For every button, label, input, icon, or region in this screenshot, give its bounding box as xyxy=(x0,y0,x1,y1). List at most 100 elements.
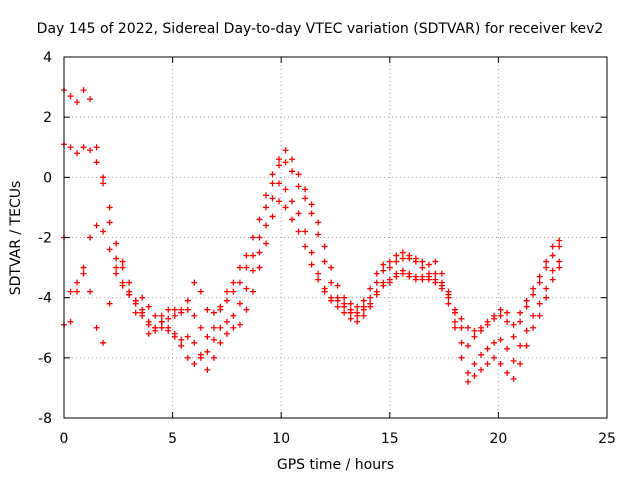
data-point xyxy=(230,324,237,331)
data-point xyxy=(464,369,471,376)
data-point xyxy=(510,321,517,328)
data-point xyxy=(119,264,126,271)
data-point xyxy=(543,258,550,265)
data-point xyxy=(106,246,113,253)
data-point xyxy=(406,255,413,262)
data-point xyxy=(230,279,237,286)
data-point xyxy=(302,228,309,235)
data-point xyxy=(341,294,348,301)
y-tick-label: -4 xyxy=(38,291,52,307)
data-point xyxy=(178,306,185,313)
data-point xyxy=(223,297,230,304)
data-point xyxy=(295,228,302,235)
data-point xyxy=(484,345,491,352)
data-point xyxy=(80,264,87,271)
x-axis-label: GPS time / hours xyxy=(276,457,395,473)
data-point xyxy=(106,219,113,226)
y-tick-label: -8 xyxy=(38,411,52,427)
data-point xyxy=(236,264,243,271)
data-point xyxy=(321,258,328,265)
data-point xyxy=(386,258,393,265)
data-point xyxy=(517,342,524,349)
data-point xyxy=(210,309,217,316)
data-point xyxy=(262,204,269,211)
data-point xyxy=(210,324,217,331)
data-point xyxy=(484,318,491,325)
data-point xyxy=(425,261,432,268)
data-point xyxy=(315,276,322,283)
data-point xyxy=(334,297,341,304)
x-tick-label: 5 xyxy=(168,431,177,447)
data-point xyxy=(438,285,445,292)
data-point xyxy=(497,312,504,319)
data-point xyxy=(87,147,94,154)
data-point xyxy=(93,222,100,229)
data-point xyxy=(210,354,217,361)
data-point xyxy=(276,162,283,169)
data-point xyxy=(119,258,126,265)
data-point xyxy=(217,303,224,310)
data-point xyxy=(289,216,296,223)
data-point xyxy=(276,156,283,163)
data-point xyxy=(380,267,387,274)
data-point xyxy=(471,333,478,340)
data-point xyxy=(458,354,465,361)
data-point xyxy=(289,198,296,205)
data-point xyxy=(471,327,478,334)
data-point xyxy=(262,222,269,229)
data-point xyxy=(432,270,439,277)
data-point xyxy=(74,99,81,106)
data-point xyxy=(367,285,374,292)
data-point xyxy=(282,204,289,211)
series-track-b xyxy=(61,87,563,334)
data-point xyxy=(139,312,146,319)
data-point xyxy=(380,282,387,289)
y-axis-ticks: -8 -6 -4 -2 0 2 4 xyxy=(38,50,607,427)
data-point xyxy=(276,198,283,205)
data-point xyxy=(87,96,94,103)
data-point xyxy=(262,192,269,199)
data-point xyxy=(530,324,537,331)
data-point xyxy=(197,288,204,295)
data-point xyxy=(269,180,276,187)
data-point xyxy=(100,339,107,346)
data-point xyxy=(80,87,87,94)
data-point xyxy=(380,261,387,268)
data-point xyxy=(184,306,191,313)
data-point xyxy=(536,300,543,307)
data-point xyxy=(289,168,296,175)
data-point xyxy=(80,144,87,151)
data-point xyxy=(249,234,256,241)
data-point xyxy=(491,339,498,346)
y-axis-label: SDTVAR / TECUs xyxy=(8,180,24,296)
data-point xyxy=(256,234,263,241)
data-point xyxy=(113,264,120,271)
data-point xyxy=(223,318,230,325)
data-point xyxy=(132,309,139,316)
data-point xyxy=(504,345,511,352)
data-point xyxy=(126,291,133,298)
data-point xyxy=(412,258,419,265)
data-point xyxy=(256,249,263,256)
data-point xyxy=(464,342,471,349)
data-point xyxy=(113,270,120,277)
data-point xyxy=(302,243,309,250)
data-point xyxy=(315,270,322,277)
data-point xyxy=(497,306,504,313)
data-point xyxy=(145,330,152,337)
data-point xyxy=(347,300,354,307)
data-point xyxy=(295,183,302,190)
data-point xyxy=(210,336,217,343)
data-point xyxy=(321,288,328,295)
data-point xyxy=(432,279,439,286)
data-point xyxy=(373,279,380,286)
data-point xyxy=(530,291,537,298)
data-point xyxy=(451,324,458,331)
data-point xyxy=(471,360,478,367)
data-point xyxy=(328,279,335,286)
data-point xyxy=(145,303,152,310)
data-point xyxy=(438,270,445,277)
data-point xyxy=(295,171,302,178)
data-point xyxy=(328,297,335,304)
